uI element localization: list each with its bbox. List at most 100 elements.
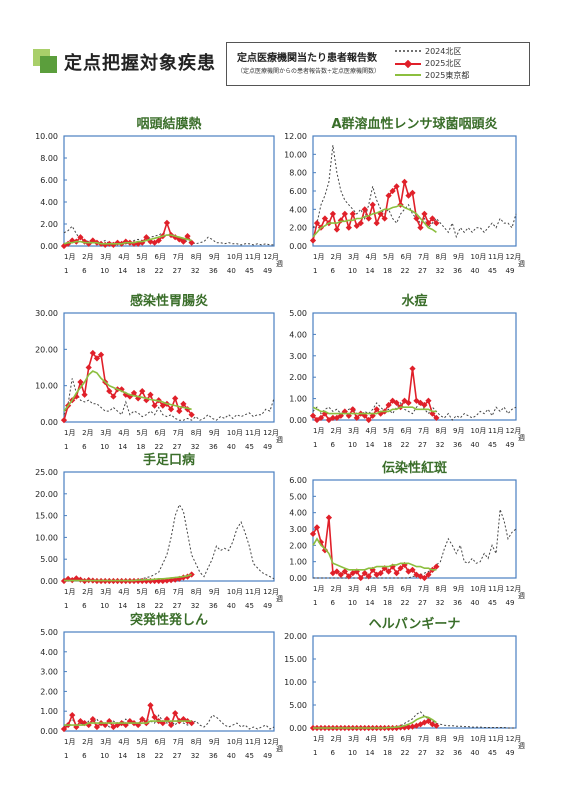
data-point xyxy=(365,416,372,424)
data-point xyxy=(93,723,101,731)
y-tick-label: 20.00 xyxy=(35,345,58,354)
x-week-label: 1 xyxy=(64,602,68,610)
y-tick-label: 2.00 xyxy=(40,220,58,229)
x-month-label: 10月 xyxy=(227,429,243,437)
data-point xyxy=(176,407,183,415)
x-week-label: 49 xyxy=(506,749,515,757)
y-tick-label: 3.00 xyxy=(289,352,307,361)
x-week-label: 32 xyxy=(191,752,200,760)
x-week-label: 36 xyxy=(453,599,462,607)
x-month-label: 5月 xyxy=(383,253,394,261)
x-week-label: 27 xyxy=(418,441,427,449)
x-month-label: 8月 xyxy=(191,738,202,746)
x-month-label: 9月 xyxy=(209,253,220,261)
x-week-label: 40 xyxy=(227,602,236,610)
plot-frame xyxy=(63,312,275,423)
x-month-label: 6月 xyxy=(401,427,412,435)
x-month-label: 3月 xyxy=(100,429,111,437)
data-point xyxy=(309,412,317,419)
y-tick-label: 2.00 xyxy=(289,541,307,550)
y-tick-label: 3.00 xyxy=(289,525,307,534)
x-week-label: 22 xyxy=(401,599,410,607)
data-point xyxy=(409,365,416,372)
x-week-label: 18 xyxy=(383,267,392,275)
x-month-label: 1月 xyxy=(313,585,324,593)
header-logo-mark xyxy=(33,49,57,73)
x-month-label: 3月 xyxy=(348,253,359,261)
x-week-label: 10 xyxy=(100,267,109,275)
x-week-label: 14 xyxy=(118,752,127,760)
data-point xyxy=(172,710,179,717)
data-point xyxy=(341,568,348,575)
data-point xyxy=(345,224,352,231)
x-week-label: 40 xyxy=(227,443,236,451)
data-point xyxy=(317,414,325,421)
data-point xyxy=(397,565,404,572)
data-point xyxy=(329,414,337,421)
data-point xyxy=(385,401,392,409)
x-month-label: 3月 xyxy=(100,588,111,596)
x-week-label: 27 xyxy=(173,752,182,760)
chart-title: 感染性胃腸炎 xyxy=(130,293,208,309)
x-month-label: 4月 xyxy=(118,588,129,596)
x-month-label: 1月 xyxy=(313,253,324,261)
x-week-label: 18 xyxy=(383,749,392,757)
x-month-label: 11月 xyxy=(245,738,261,746)
x-week-label: 49 xyxy=(263,267,272,275)
x-axis-unit: 週 xyxy=(518,433,525,442)
x-week-label: 45 xyxy=(488,599,497,607)
y-tick-label: 4.00 xyxy=(289,205,307,214)
x-month-label: 5月 xyxy=(383,585,394,593)
x-month-label: 7月 xyxy=(418,253,429,261)
x-month-label: 12月 xyxy=(263,588,279,596)
x-month-label: 10月 xyxy=(471,735,487,743)
x-month-label: 9月 xyxy=(453,253,464,261)
data-point xyxy=(421,401,428,409)
data-point xyxy=(393,183,400,190)
x-month-label: 12月 xyxy=(263,429,279,437)
x-month-label: 11月 xyxy=(245,588,261,596)
x-month-label: 6月 xyxy=(401,735,412,743)
x-week-label: 27 xyxy=(173,602,182,610)
x-week-label: 6 xyxy=(331,441,336,449)
x-month-label: 8月 xyxy=(191,429,202,437)
data-point xyxy=(369,201,376,208)
data-point xyxy=(421,574,428,582)
x-week-label: 45 xyxy=(488,441,497,449)
series-line xyxy=(63,234,192,245)
x-week-label: 22 xyxy=(401,441,410,449)
y-tick-label: 1.00 xyxy=(289,558,307,567)
x-month-label: 3月 xyxy=(348,735,359,743)
series-line xyxy=(63,370,192,412)
chart-title: 水痘 xyxy=(401,293,427,309)
plot-frame xyxy=(63,631,275,732)
x-month-label: 7月 xyxy=(173,429,184,437)
y-tick-label: 10.00 xyxy=(35,533,58,542)
x-week-label: 14 xyxy=(366,599,375,607)
data-point xyxy=(85,364,92,371)
y-tick-label: 1.00 xyxy=(289,395,307,404)
x-week-label: 6 xyxy=(82,602,87,610)
y-tick-label: 0.00 xyxy=(289,416,307,425)
x-week-label: 22 xyxy=(401,749,410,757)
x-month-label: 3月 xyxy=(348,585,359,593)
chart-title: ヘルパンギーナ xyxy=(369,616,461,632)
y-tick-label: 20.00 xyxy=(284,632,307,641)
x-month-label: 1月 xyxy=(313,427,324,435)
data-point xyxy=(147,702,154,709)
x-month-label: 12月 xyxy=(263,253,279,261)
x-month-label: 2月 xyxy=(82,253,93,261)
x-week-label: 32 xyxy=(436,599,445,607)
x-week-label: 18 xyxy=(136,443,145,451)
x-week-label: 1 xyxy=(313,441,317,449)
x-week-label: 14 xyxy=(366,267,375,275)
x-week-label: 14 xyxy=(366,441,375,449)
x-week-label: 49 xyxy=(263,752,272,760)
data-point xyxy=(81,391,88,398)
y-tick-label: 0.00 xyxy=(40,242,58,251)
x-week-label: 45 xyxy=(488,749,497,757)
x-week-label: 40 xyxy=(471,441,480,449)
data-point xyxy=(341,210,348,218)
x-week-label: 1 xyxy=(313,749,317,757)
